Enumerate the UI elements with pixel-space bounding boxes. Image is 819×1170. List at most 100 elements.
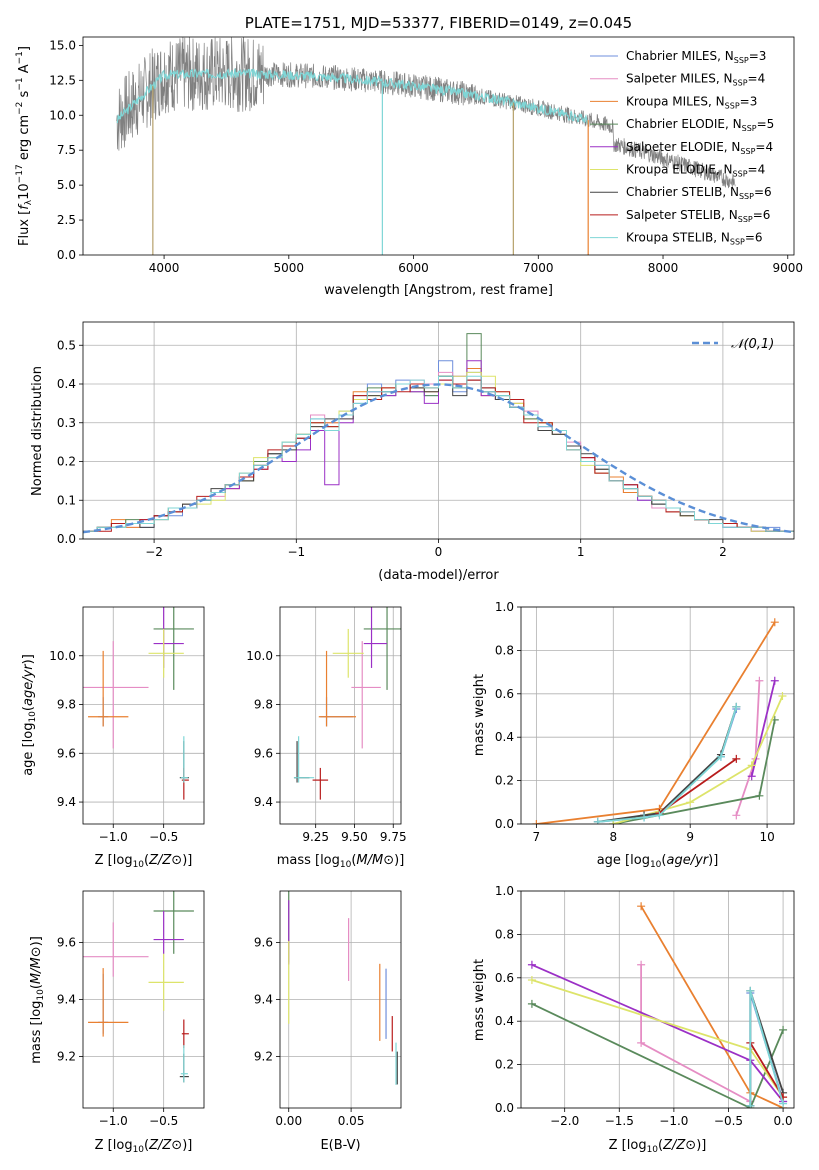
weight-line [536, 621, 776, 824]
axis-label-part: )] [182, 1138, 192, 1153]
y-axis-label-part: −1 [15, 77, 25, 90]
x-tick-label: −2.0 [550, 1114, 579, 1128]
axes-frame [279, 606, 402, 825]
y-axis-label: Flux [fλ10−17 erg cm−2 s−1 A−1] [15, 46, 34, 246]
axis-label-part: )] [21, 654, 36, 664]
axis-label-part: ( [351, 853, 356, 868]
axes-age_vs_Z: −1.0 −0.5 9.4 9.6 9.8 10.0 [49, 606, 205, 844]
axis-label-part: age [log [21, 723, 36, 776]
weight-marker [778, 691, 787, 700]
y-tick-label: 0.8 [495, 643, 514, 657]
y-tick-label: 0.8 [495, 927, 514, 941]
weight-marker [609, 820, 618, 824]
weight-marker [732, 754, 741, 763]
x-tick-label: 4000 [149, 261, 180, 275]
weight-line [735, 680, 761, 816]
legend-name: Chabrier MILES, N [626, 49, 734, 63]
x-tick-label: 10 [759, 830, 774, 844]
y-tick-label: 1.0 [495, 884, 514, 898]
y-tick-label: 0.2 [495, 774, 514, 788]
axis-label: Z [log10(Z/Z⊙)] [95, 1138, 193, 1155]
legend-name: Salpeter MILES, N [626, 72, 733, 86]
axis-label-part: ( [144, 1138, 149, 1153]
axis-label-part: 10 [133, 1145, 145, 1155]
weight-line [613, 695, 784, 824]
weight-marker [770, 676, 779, 685]
legend-label: Salpeter ELODIE, NSSP=4 [626, 140, 773, 156]
plot-area-mass_vs_EBV [288, 891, 398, 1085]
axis-label-part: M/M⊙ [29, 946, 44, 984]
axes-mass_vs_Z: −1.0 −0.5 9.2 9.4 9.6 [57, 890, 205, 1128]
axis-label-part: 10 [647, 1145, 659, 1155]
axis-label-part: 10 [133, 860, 145, 870]
x-tick-label: 9 [686, 830, 694, 844]
x-tick-label: 7 [533, 830, 541, 844]
x-tick-label: 9000 [772, 261, 803, 275]
plot-area-mass_vs_Z [83, 891, 194, 1083]
axis-label-part: age/yr [666, 853, 709, 868]
weight-marker [746, 1101, 755, 1108]
legend-label: 𝒩(0,1) [731, 337, 774, 352]
axes-frame [82, 890, 205, 1109]
weight-marker [779, 1099, 788, 1108]
y-tick-label: 9.6 [57, 935, 76, 949]
axis-label-part: M/M⊙ [356, 853, 394, 868]
weight-marker [732, 811, 741, 820]
legend-val: =3 [740, 94, 758, 108]
x-tick-label: −2 [145, 545, 163, 559]
legend-sub: SSP [733, 170, 748, 179]
weight-marker [755, 676, 764, 685]
axis-label-part: Z/Z⊙ [148, 1138, 182, 1153]
x-tick-label: 0.00 [275, 1114, 302, 1128]
axis-label: mass [log10(M/M⊙)] [29, 936, 46, 1064]
weight-marker [527, 960, 536, 969]
axes-frame [82, 606, 205, 825]
y-tick-label: 2.5 [57, 213, 76, 227]
x-axis-label: E(B-V) [320, 1138, 360, 1153]
y-tick-label: 0.0 [57, 532, 76, 546]
axis-label-part: age [log [597, 853, 650, 868]
weight-line [531, 979, 784, 1098]
y-tick-label: 0.3 [57, 416, 76, 430]
legend-label: Chabrier STELIB, NSSP=6 [626, 185, 772, 201]
y-tick-label: 9.8 [57, 698, 76, 712]
legend-name: Kroupa STELIB, N [626, 231, 730, 245]
plot-area-weight_vs_age [532, 618, 787, 824]
legend-sub: SSP [734, 56, 749, 65]
weight-line [750, 680, 776, 777]
y-tick-label: 5.0 [57, 178, 76, 192]
axes-frame [520, 890, 795, 1109]
weight-marker [637, 1038, 646, 1047]
x-tick-label: 1 [577, 545, 585, 559]
axis-label-part: Z [log [609, 1138, 647, 1153]
axis-label-part: ( [658, 1138, 663, 1153]
axes-spectrum: 4000 5000 6000 7000 8000 9000 0.0 2.5 5.0 7.5 10.0… [49, 36, 803, 275]
plot-area-residuals [83, 333, 794, 539]
weight-line [531, 963, 784, 1103]
x-tick-label: −1 [287, 545, 305, 559]
weight-marker [640, 813, 649, 822]
y-tick-label: 9.4 [254, 993, 273, 1007]
y-axis-label-part: erg cm [17, 115, 32, 164]
axis-label-part: Z/Z⊙ [662, 1138, 696, 1153]
legend-label: Kroupa ELODIE, NSSP=4 [626, 163, 765, 179]
legend-sub: SSP [739, 192, 754, 201]
axis-label-part: 10 [340, 860, 352, 870]
gaussian-curve [83, 383, 794, 534]
axis-label-part: )] [29, 936, 44, 946]
y-tick-label: 10.0 [49, 649, 76, 663]
legend-name: Kroupa ELODIE, N [626, 163, 733, 177]
x-tick-label: 9.25 [302, 830, 329, 844]
y-tick-label: 9.4 [254, 795, 273, 809]
x-tick-label: −1.0 [99, 830, 128, 844]
legend-sub: SSP [733, 79, 748, 88]
y-tick-label: 0.6 [495, 971, 514, 985]
axis-label-part: 10 [650, 860, 662, 870]
legend-label: Chabrier ELODIE, NSSP=5 [626, 117, 774, 133]
plot-area-spectrum [116, 37, 736, 255]
legend-name: Chabrier STELIB, N [626, 185, 739, 199]
axis-label-part: )] [708, 853, 718, 868]
axes-frame [279, 890, 402, 1109]
legend-val: =3 [749, 49, 767, 63]
